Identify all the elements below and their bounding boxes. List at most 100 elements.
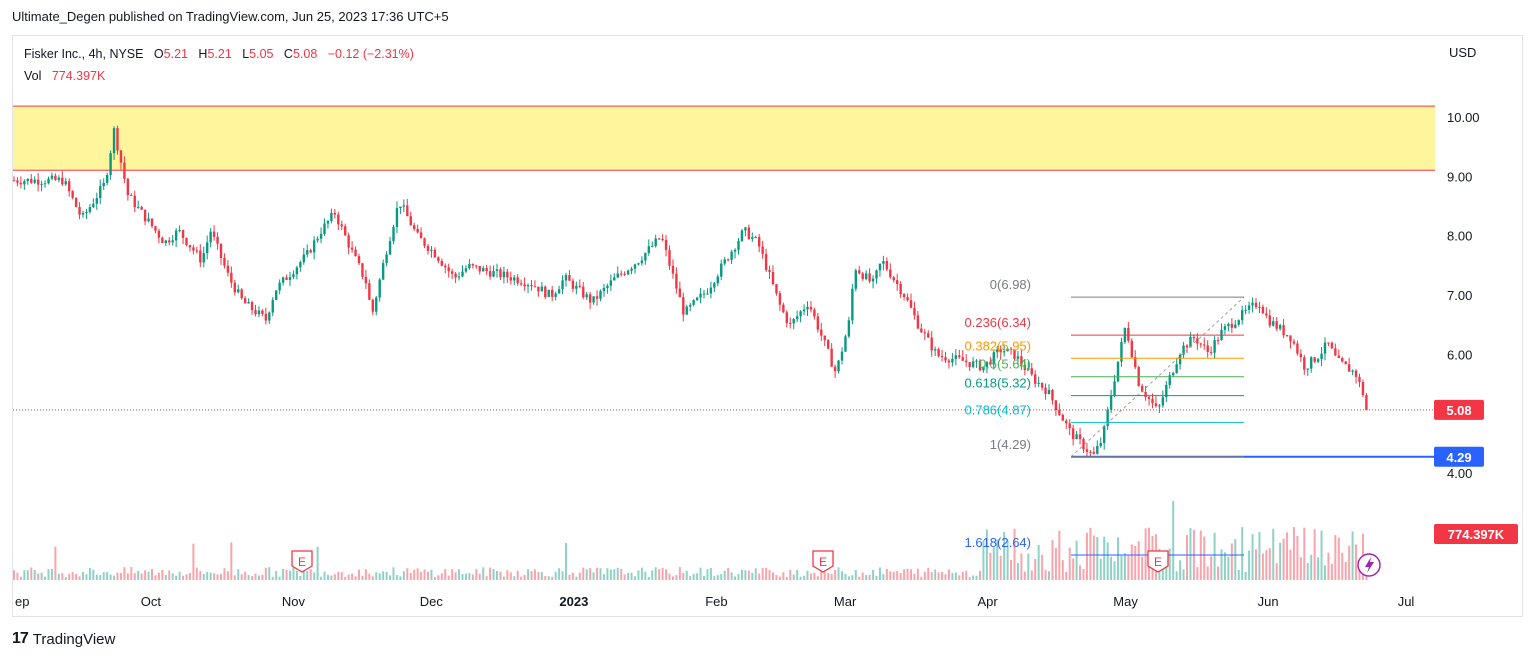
- volume-bar: [261, 574, 264, 580]
- volume-bar: [799, 576, 802, 580]
- candle-body: [23, 181, 26, 185]
- candle-body: [1275, 321, 1278, 329]
- volume-bar: [1141, 556, 1144, 580]
- candle-body: [19, 182, 23, 185]
- volume-bar: [544, 576, 547, 580]
- volume-bar: [665, 569, 668, 580]
- candle-body: [847, 320, 851, 337]
- volume-bar: [906, 568, 909, 580]
- high-value: 5.21: [207, 47, 232, 61]
- volume-bar: [740, 569, 743, 580]
- volume-bar: [464, 573, 467, 580]
- candle-body: [1047, 389, 1051, 394]
- candle-body: [147, 218, 150, 222]
- volume-bar: [916, 568, 919, 580]
- volume-bar: [999, 555, 1002, 580]
- candle-body: [105, 174, 109, 183]
- candle-body: [747, 227, 751, 240]
- fib-level-label: 0.236(6.34): [965, 315, 1032, 330]
- candle-body: [620, 273, 623, 275]
- volume-bar: [658, 569, 661, 580]
- volume-bar: [192, 543, 195, 580]
- candle-body: [989, 361, 992, 365]
- volume-bar: [64, 576, 67, 580]
- candle-body: [123, 162, 126, 179]
- volume-bar: [447, 575, 450, 580]
- volume-bar: [378, 573, 381, 580]
- candle-body: [851, 288, 854, 321]
- fib-level-label: 1(4.29): [990, 437, 1031, 452]
- volume-bar: [958, 575, 961, 580]
- candle-body: [430, 249, 433, 251]
- volume-bar: [527, 569, 530, 580]
- candle-body: [1027, 368, 1030, 371]
- candle-body: [312, 240, 316, 253]
- vol-value: 774.397K: [51, 69, 106, 83]
- candle-body: [609, 280, 613, 286]
- candle-body: [206, 242, 209, 254]
- volume-bar: [640, 567, 643, 580]
- volume-bar: [433, 576, 436, 580]
- candle-body: [461, 271, 464, 277]
- candle-body: [1303, 357, 1306, 370]
- volume-bar: [320, 576, 323, 580]
- volume-bar: [1103, 536, 1106, 580]
- change-value: −0.12 (−2.31%): [327, 47, 414, 61]
- candle-body: [795, 316, 799, 320]
- candle-body: [930, 337, 933, 351]
- candle-body: [1089, 451, 1092, 453]
- volume-bar: [1196, 567, 1199, 580]
- candle-body: [961, 357, 964, 361]
- y-tick-label: 7.00: [1447, 288, 1472, 303]
- volume-bar: [1003, 532, 1006, 580]
- volume-bar: [547, 576, 550, 580]
- volume-bar: [899, 573, 902, 580]
- candle-body: [357, 256, 361, 264]
- candle-body: [413, 225, 416, 229]
- volume-bar: [244, 571, 247, 580]
- support-price-tag-bg: [1434, 446, 1484, 467]
- volume-bar: [727, 567, 730, 580]
- volume-bar: [475, 569, 478, 580]
- candle-body: [540, 286, 544, 292]
- candle-body: [178, 230, 181, 232]
- candle-body: [1040, 382, 1044, 388]
- tradingview-footer[interactable]: 17 TradingView: [12, 630, 115, 648]
- candle-body: [40, 183, 43, 185]
- volume-bar: [230, 542, 233, 580]
- symbol-label[interactable]: Fisker Inc., 4h, NYSE: [24, 47, 144, 61]
- candle-body: [982, 366, 985, 371]
- candle-body: [706, 293, 709, 295]
- volume-bar: [754, 568, 757, 580]
- candle-body: [50, 175, 54, 179]
- candle-body: [1230, 323, 1234, 328]
- candle-body: [633, 264, 637, 269]
- volume-bar: [61, 573, 64, 580]
- candle-body: [174, 230, 178, 241]
- candle-body: [1213, 340, 1216, 353]
- volume-bar: [47, 569, 50, 580]
- candle-body: [1106, 409, 1109, 427]
- volume-bar: [226, 571, 229, 580]
- candle-body: [161, 237, 164, 243]
- candle-body: [695, 297, 699, 301]
- candle-body: [378, 279, 381, 298]
- volume-bar: [1261, 553, 1264, 580]
- volume-bar: [809, 573, 812, 580]
- x-tick-label: 2023: [559, 594, 588, 609]
- candle-body: [1006, 348, 1009, 352]
- candle-body: [737, 240, 740, 250]
- candle-body: [864, 273, 868, 279]
- volume-bar: [19, 576, 22, 580]
- volume-bar: [268, 567, 271, 580]
- volume-bar: [440, 573, 443, 580]
- volume-bar: [1068, 547, 1071, 580]
- volume-bar: [113, 575, 116, 580]
- candle-body: [599, 290, 602, 299]
- candle-body: [896, 280, 899, 284]
- volume-bar: [237, 569, 240, 580]
- volume-bar: [313, 572, 316, 580]
- candle-body: [257, 310, 261, 315]
- candle-body: [1009, 348, 1013, 350]
